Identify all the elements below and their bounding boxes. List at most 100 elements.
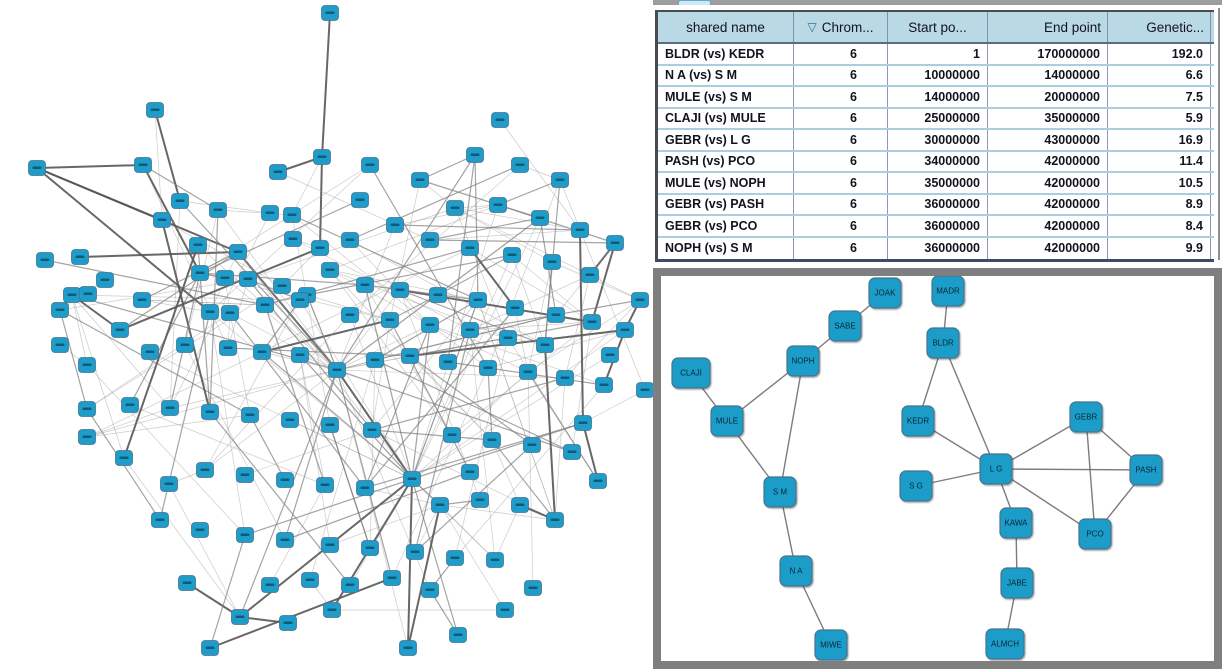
network-node[interactable]	[231, 609, 249, 625]
network-edge[interactable]	[564, 299, 641, 379]
network-node[interactable]	[361, 540, 379, 556]
network-edge[interactable]	[154, 109, 163, 221]
network-edge[interactable]	[261, 351, 413, 480]
column-header-endpoint[interactable]: End point	[988, 12, 1108, 42]
network-edge[interactable]	[371, 377, 566, 431]
network-node[interactable]	[79, 286, 97, 302]
network-edge[interactable]	[469, 321, 593, 331]
network-edge[interactable]	[564, 274, 591, 379]
network-node[interactable]	[63, 287, 81, 303]
network-node[interactable]	[439, 354, 457, 370]
network-edge[interactable]	[142, 164, 201, 274]
table-row[interactable]: GEBR (vs) L G 6 30000000 43000000 16.9	[658, 130, 1214, 152]
network-node[interactable]	[581, 267, 599, 283]
network-edge[interactable]	[284, 369, 338, 541]
network-edge[interactable]	[209, 534, 246, 649]
network-edge[interactable]	[407, 478, 413, 649]
network-node[interactable]	[461, 240, 479, 256]
network-node[interactable]	[403, 471, 421, 487]
network-node[interactable]	[221, 305, 239, 321]
network-node[interactable]	[556, 370, 574, 386]
network-edge[interactable]	[142, 164, 229, 349]
network-edge[interactable]	[329, 504, 441, 546]
network-node[interactable]	[133, 292, 151, 308]
network-node[interactable]	[236, 467, 254, 483]
network-edge[interactable]	[582, 422, 599, 482]
network-edge[interactable]	[349, 164, 521, 241]
network-node[interactable]	[279, 615, 297, 631]
network-node[interactable]	[261, 577, 279, 593]
network-edge[interactable]	[336, 369, 393, 579]
network-node[interactable]	[313, 149, 331, 165]
network-node[interactable]	[356, 480, 374, 496]
network-node[interactable]: KAWA	[999, 507, 1033, 539]
network-edge[interactable]	[494, 504, 521, 561]
network-node[interactable]	[366, 352, 384, 368]
network-edge[interactable]	[299, 354, 331, 546]
network-edge[interactable]	[71, 294, 88, 366]
network-edge[interactable]	[469, 329, 496, 561]
network-edge[interactable]	[1085, 416, 1096, 535]
network-node[interactable]	[239, 271, 257, 287]
network-edge[interactable]	[429, 217, 541, 241]
network-edge[interactable]	[229, 312, 366, 489]
network-edge[interactable]	[364, 422, 584, 489]
network-node[interactable]: CLAJI	[671, 357, 711, 389]
network-edge[interactable]	[371, 299, 479, 431]
network-node[interactable]: PCO	[1078, 518, 1112, 550]
network-edge[interactable]	[204, 369, 338, 471]
network-edge[interactable]	[329, 424, 371, 549]
network-node[interactable]: S G	[899, 470, 933, 502]
network-edge[interactable]	[199, 199, 361, 274]
network-edge[interactable]	[306, 254, 513, 296]
network-edge[interactable]	[582, 389, 646, 424]
network-edge[interactable]	[514, 307, 529, 373]
network-node[interactable]	[461, 322, 479, 338]
network-edge[interactable]	[261, 299, 301, 353]
network-node[interactable]	[443, 427, 461, 443]
network-node[interactable]: PASH	[1129, 454, 1163, 486]
network-node[interactable]	[446, 550, 464, 566]
network-node[interactable]: BLDR	[926, 327, 960, 359]
network-node[interactable]	[421, 317, 439, 333]
network-node[interactable]	[406, 544, 424, 560]
network-node[interactable]	[411, 172, 429, 188]
network-node[interactable]	[551, 172, 569, 188]
network-edge[interactable]	[291, 214, 431, 326]
network-node[interactable]	[563, 444, 581, 460]
network-edge[interactable]	[244, 478, 413, 536]
network-edge[interactable]	[559, 179, 646, 391]
network-edge[interactable]	[186, 582, 241, 618]
network-node[interactable]	[461, 464, 479, 480]
network-node[interactable]	[28, 160, 46, 176]
network-edge[interactable]	[291, 214, 331, 426]
network-edge[interactable]	[161, 219, 283, 287]
network-node[interactable]: S M	[763, 476, 797, 508]
network-node[interactable]	[241, 407, 259, 423]
network-edge[interactable]	[995, 468, 1096, 535]
network-edge[interactable]	[411, 371, 529, 480]
network-node[interactable]	[256, 297, 274, 313]
network-node[interactable]	[328, 362, 346, 378]
network-edge[interactable]	[477, 299, 556, 521]
network-node[interactable]	[543, 254, 561, 270]
network-edge[interactable]	[429, 229, 581, 241]
network-edge[interactable]	[123, 244, 199, 459]
network-node[interactable]	[115, 450, 133, 466]
column-header-sharedname[interactable]: shared name	[658, 12, 794, 42]
dense-network-canvas[interactable]	[0, 0, 653, 669]
network-node[interactable]	[301, 572, 319, 588]
network-node[interactable]	[636, 382, 654, 398]
network-node[interactable]	[546, 512, 564, 528]
network-edge[interactable]	[447, 154, 476, 363]
network-edge[interactable]	[429, 239, 616, 244]
network-edge[interactable]	[414, 329, 471, 553]
network-node[interactable]	[606, 235, 624, 251]
network-node[interactable]	[571, 222, 589, 238]
network-edge[interactable]	[169, 200, 181, 409]
network-edge[interactable]	[437, 217, 541, 296]
network-node[interactable]	[524, 580, 542, 596]
network-edge[interactable]	[169, 212, 271, 409]
network-node[interactable]	[401, 348, 419, 364]
network-node[interactable]	[201, 404, 219, 420]
